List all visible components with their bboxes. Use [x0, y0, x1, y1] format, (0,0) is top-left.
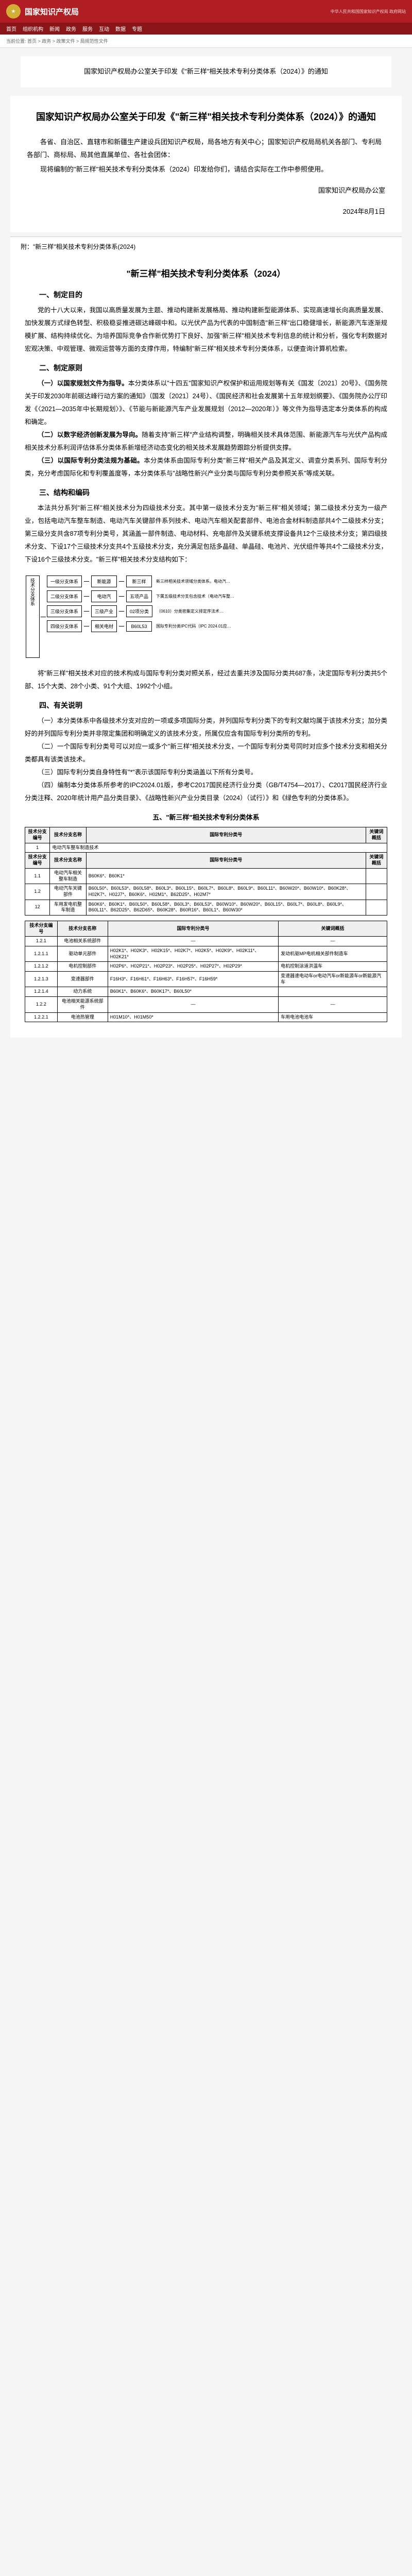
nav-item[interactable]: 政务	[66, 25, 76, 32]
section-para: （一）本分类体系中各级技术分支对应的一项或多项国际分类，并列国际专利分类下的专利…	[25, 715, 387, 740]
hierarchy-diagram: 技术分支体系 一级分支体系 新能源 新三样 新三样相关技术领域分类体系。电动汽……	[25, 574, 387, 659]
logo-icon: ★	[6, 4, 21, 19]
diagram-row: 四级分支体系 相关电材 B60L53 国际专利分类IPC代码（IPC 2024.…	[46, 619, 236, 633]
notice-signature: 2024年8月1日	[27, 206, 385, 218]
diagram-row: 二级分支体系 电动汽 五项产品 下属五级技术分支包含技术（电动汽车整…	[46, 589, 236, 603]
diagram-row: 三级分支体系 三级产业 02项分类 （0610）分类密集定义排定序法术…	[46, 604, 236, 618]
table-row: 12 车用发电机整车制造 B60K6*、B60K1*、B60L50*、B60L5…	[25, 900, 387, 915]
nav-item[interactable]: 数据	[115, 25, 126, 32]
notice-para: 现将编制的"新三样"相关技术专利分类体系（2024）印发给你们，请结合实际在工作…	[27, 163, 385, 176]
table-row: 1.1 电动汽车相关整车制造 B60K6*、B60K1*	[25, 868, 387, 884]
table-row: 1.2.1.1 驱动单元部件 H02K1*、H02K3*、H02K15*、H02…	[25, 946, 387, 962]
nav-item[interactable]: 组织机构	[23, 25, 43, 32]
section-para: 本法共分系列"新三样"相关技术分为四级技术分支。其中第一级技术分支为"新三样"相…	[25, 502, 387, 566]
site-sub-info: 中华人民共和国国家知识产权局 政府网站	[331, 9, 406, 14]
diagram-level1: 技术分支体系	[26, 575, 40, 658]
site-name: 国家知识产权局	[25, 6, 79, 17]
table-row: 1.2.1.2 电机控制部件 H02P6*、H02P21*、H02P23*、H0…	[25, 962, 387, 972]
table-header-row: 技术分支编号 技术分支名称 国际专利分类号 关键词概括	[25, 921, 387, 936]
table-header: 技术分支编号	[25, 827, 50, 843]
notice-para: 各省、自治区、直辖市和新疆生产建设兵团知识产权局，局各地方有关中心；国家知识产权…	[27, 136, 385, 161]
section-heading: 三、结构和编码	[25, 487, 387, 498]
site-header: ★ 国家知识产权局 中华人民共和国国家知识产权局 政府网站	[0, 0, 412, 23]
table-row: 1.2.1 电池相关系统部件 — —	[25, 937, 387, 946]
section-para: （二）以数字经济创新发展为导向。随着支持"新三样"产业结构调整，明确相关技术具体…	[25, 429, 387, 454]
classification-table-2: 技术分支编号 技术分支名称 国际专利分类号 关键词概括 1.2.1 电池相关系统…	[25, 921, 387, 1022]
table-header: 国际专利分类号	[108, 921, 278, 936]
section-para: （四）编制本分类体系所参考的IPC2024.01版，参考C2017国民经济行业分…	[25, 779, 387, 805]
notice-signature: 国家知识产权局办公室	[27, 184, 385, 197]
attachment-label: 附："新三样"相关技术专利分类体系(2024)	[10, 236, 402, 256]
document-body: "新三样"相关技术专利分类体系（2024） 一、制定目的 党的十八大以来，我国以…	[10, 256, 402, 1038]
diagram-row: 一级分支体系 新能源 新三样 新三样相关技术领域分类体系。电动汽…	[46, 574, 236, 588]
table-header: 技术分支名称	[50, 827, 86, 843]
section-para: （二）一个国际专利分类号可以对应一或多个"新三样"相关技术分支，一个国际专利分类…	[25, 740, 387, 766]
doc-title: "新三样"相关技术专利分类体系（2024）	[25, 266, 387, 279]
notice-body: 国家知识产权局办公室关于印发《"新三样"相关技术专利分类体系（2024）》的通知…	[10, 96, 402, 233]
nav-item[interactable]: 互动	[99, 25, 109, 32]
nav-item[interactable]: 服务	[82, 25, 93, 32]
table-row: 1 电动汽车整车制造技术	[25, 843, 387, 853]
classification-table-1: 技术分支编号 技术分支名称 国际专利分类号 关键词概括 1 电动汽车整车制造技术…	[25, 827, 387, 916]
table-row: 1.2.1.4 动力系统 B60K1*、B60K6*、B60K17*、B60L5…	[25, 987, 387, 997]
notice-heading: 国家知识产权局办公室关于印发《"新三样"相关技术专利分类体系（2024）》的通知	[27, 108, 385, 126]
nav-item[interactable]: 专题	[132, 25, 142, 32]
nav-item[interactable]: 新闻	[49, 25, 60, 32]
page-title-box: 国家知识产权局办公室关于印发《"新三样"相关技术专利分类体系（2024）》的通知	[21, 56, 391, 88]
table-header: 关键词概括	[366, 827, 387, 843]
table-row: 1.2 电动汽车关键部件 B60L50*、B60L53*、B60L58*、B60…	[25, 884, 387, 900]
section-heading: 四、有关说明	[25, 700, 387, 710]
main-nav: 首页 组织机构 新闻 政务 服务 互动 数据 专题	[0, 23, 412, 35]
table-row: 1.2.2.1 电池热管理 H01M10*、H01M50* 车用电池电池车	[25, 1012, 387, 1022]
table-header-row: 技术分支编号 技术分支名称 国际专利分类号 关键词概括	[25, 853, 387, 868]
section-para: （三）国际专利分类自身特性有"*"表示该国际专利分类涵盖以下所有分类号。	[25, 766, 387, 779]
breadcrumb: 当前位置: 首页 > 政务 > 政策文件 > 局规范性文件	[0, 35, 412, 48]
section-heading: 一、制定目的	[25, 290, 387, 300]
section-para: （一）以国家规划文件为指导。本分类体系以"十四五"国家知识产权保护和运用规划等有…	[25, 377, 387, 429]
table-row: 1.2.2 电池相关能源系统部件 — —	[25, 997, 387, 1012]
section-heading: 二、制定原则	[25, 363, 387, 373]
nav-item[interactable]: 首页	[6, 25, 16, 32]
table-title: 五、"新三样"相关技术专利分类体系	[25, 812, 387, 822]
section-para: 党的十八大以来，我国以高质量发展为主题、推动构建新发展格局、推动构建新型能源体系…	[25, 304, 387, 355]
section-para: 将"新三样"相关技术对应的技术构成与国际专利分类对照关系，经过去重共涉及国际分类…	[25, 667, 387, 693]
table-header-row: 技术分支编号 技术分支名称 国际专利分类号 关键词概括	[25, 827, 387, 843]
table-header: 国际专利分类号	[86, 827, 366, 843]
table-row: 1.2.1.3 变速器部件 F16H3*、F16H61*、F16H63*、F16…	[25, 972, 387, 987]
table-header: 技术分支名称	[57, 921, 108, 936]
section-para: （三）以国际专利分类法规为基础。本分类体系由国际专利分类"新三样"相关产品及其定…	[25, 454, 387, 480]
table-header: 关键词概括	[279, 921, 387, 936]
table-header: 技术分支编号	[25, 921, 58, 936]
